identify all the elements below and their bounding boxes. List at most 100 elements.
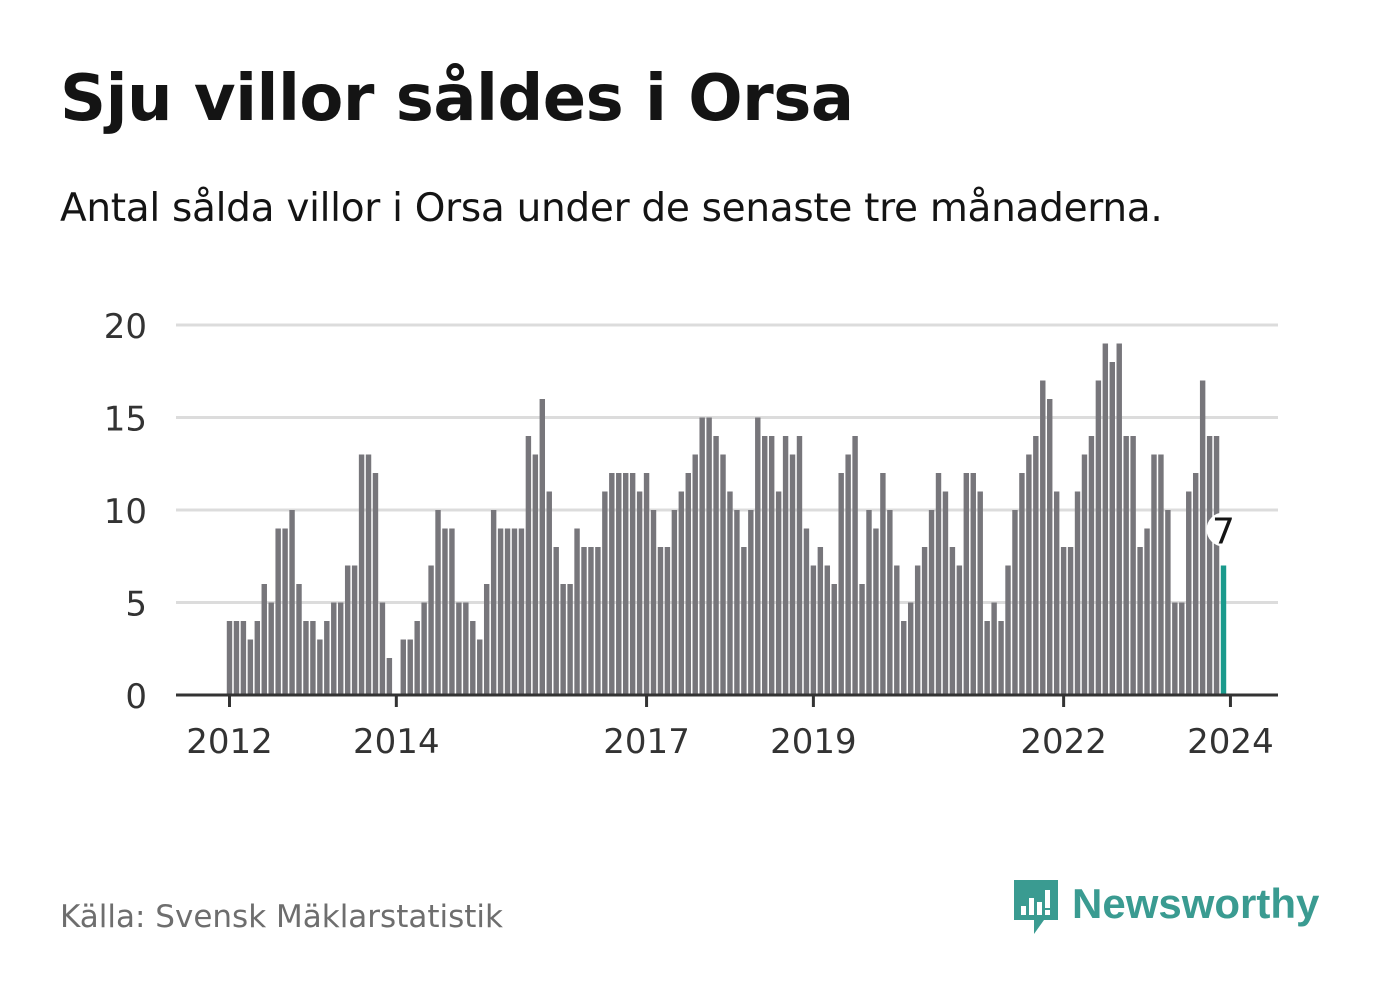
bar [685,473,691,695]
bar [852,436,858,695]
bar [588,547,594,695]
bar [657,547,664,695]
bar [1165,510,1171,695]
bar [553,547,559,695]
bar [456,602,462,695]
y-tick-label: 15 [104,400,147,440]
y-tick-label: 5 [125,585,147,625]
bar [901,621,907,695]
bar [1186,491,1192,695]
bar [741,547,747,695]
bar [525,436,532,695]
highlight-bar [1220,565,1227,695]
bar [838,473,844,695]
bar [1095,380,1102,695]
x-tick-label: 2017 [603,722,690,762]
bar [421,602,427,695]
bar [463,602,469,695]
bar [692,454,698,695]
y-tick-label: 10 [104,492,147,532]
bar [699,417,705,695]
highlight-label-halo [1206,512,1241,547]
bar [1053,491,1060,695]
bar [1192,473,1199,695]
x-tick-label: 2019 [770,722,857,762]
bar [977,491,983,695]
bar [574,528,580,695]
bar [678,491,685,695]
bar [226,621,233,695]
bar [859,584,865,695]
bar [1213,436,1220,695]
chart-subtitle: Antal sålda villor i Orsa under de senas… [60,186,1163,231]
bar [1206,436,1213,695]
bar [477,639,483,695]
bar [636,491,643,695]
bar [706,417,712,695]
bar [372,473,379,695]
bar [358,454,365,695]
bar [1047,399,1053,695]
bar [671,510,678,695]
bar [449,528,455,695]
bar [963,473,970,695]
bar [727,491,733,695]
bar [497,528,504,695]
bar [935,473,942,695]
bar [400,639,406,695]
bar [1005,565,1011,695]
bar [1081,454,1088,695]
bar [949,547,956,695]
bar [956,565,963,695]
bar [1019,473,1025,695]
bar [560,584,566,695]
bar [616,473,622,695]
bar [748,510,754,695]
bar [518,528,525,695]
bar [1172,602,1178,695]
bar [873,528,879,695]
bar [240,621,247,695]
brand-logo[interactable]: Newsworthy [1010,876,1319,940]
bar [324,621,330,695]
bar [1137,547,1143,695]
bar [296,584,302,695]
bar [233,621,240,695]
bar [275,528,281,695]
bar [470,621,476,695]
bar [991,602,997,695]
bar [998,621,1004,695]
bar [928,510,935,695]
bar [622,473,629,695]
bar [386,658,393,695]
source-note: Källa: Svensk Mäklarstatistik [60,899,503,935]
bar [511,528,518,695]
bar [483,584,490,695]
bar [539,399,546,695]
bar [1199,380,1206,695]
bar [609,473,615,695]
bar [254,621,261,695]
bar [782,436,789,695]
bar [414,621,420,695]
bar [1067,547,1074,695]
bar [1088,436,1095,695]
bar [504,528,511,695]
bar [984,621,990,695]
bar [428,565,434,695]
bar [1012,510,1018,695]
bar [1060,547,1067,695]
newsworthy-logo-icon [1014,880,1058,934]
bar [567,584,573,695]
bar [351,565,358,695]
bar [261,584,267,695]
bar [317,639,323,695]
bar [803,528,810,695]
bar [664,547,671,695]
bar [365,454,372,695]
bar [1102,343,1109,695]
bar [713,436,719,695]
bar [532,454,539,695]
bar [247,639,254,695]
bar [755,417,761,695]
